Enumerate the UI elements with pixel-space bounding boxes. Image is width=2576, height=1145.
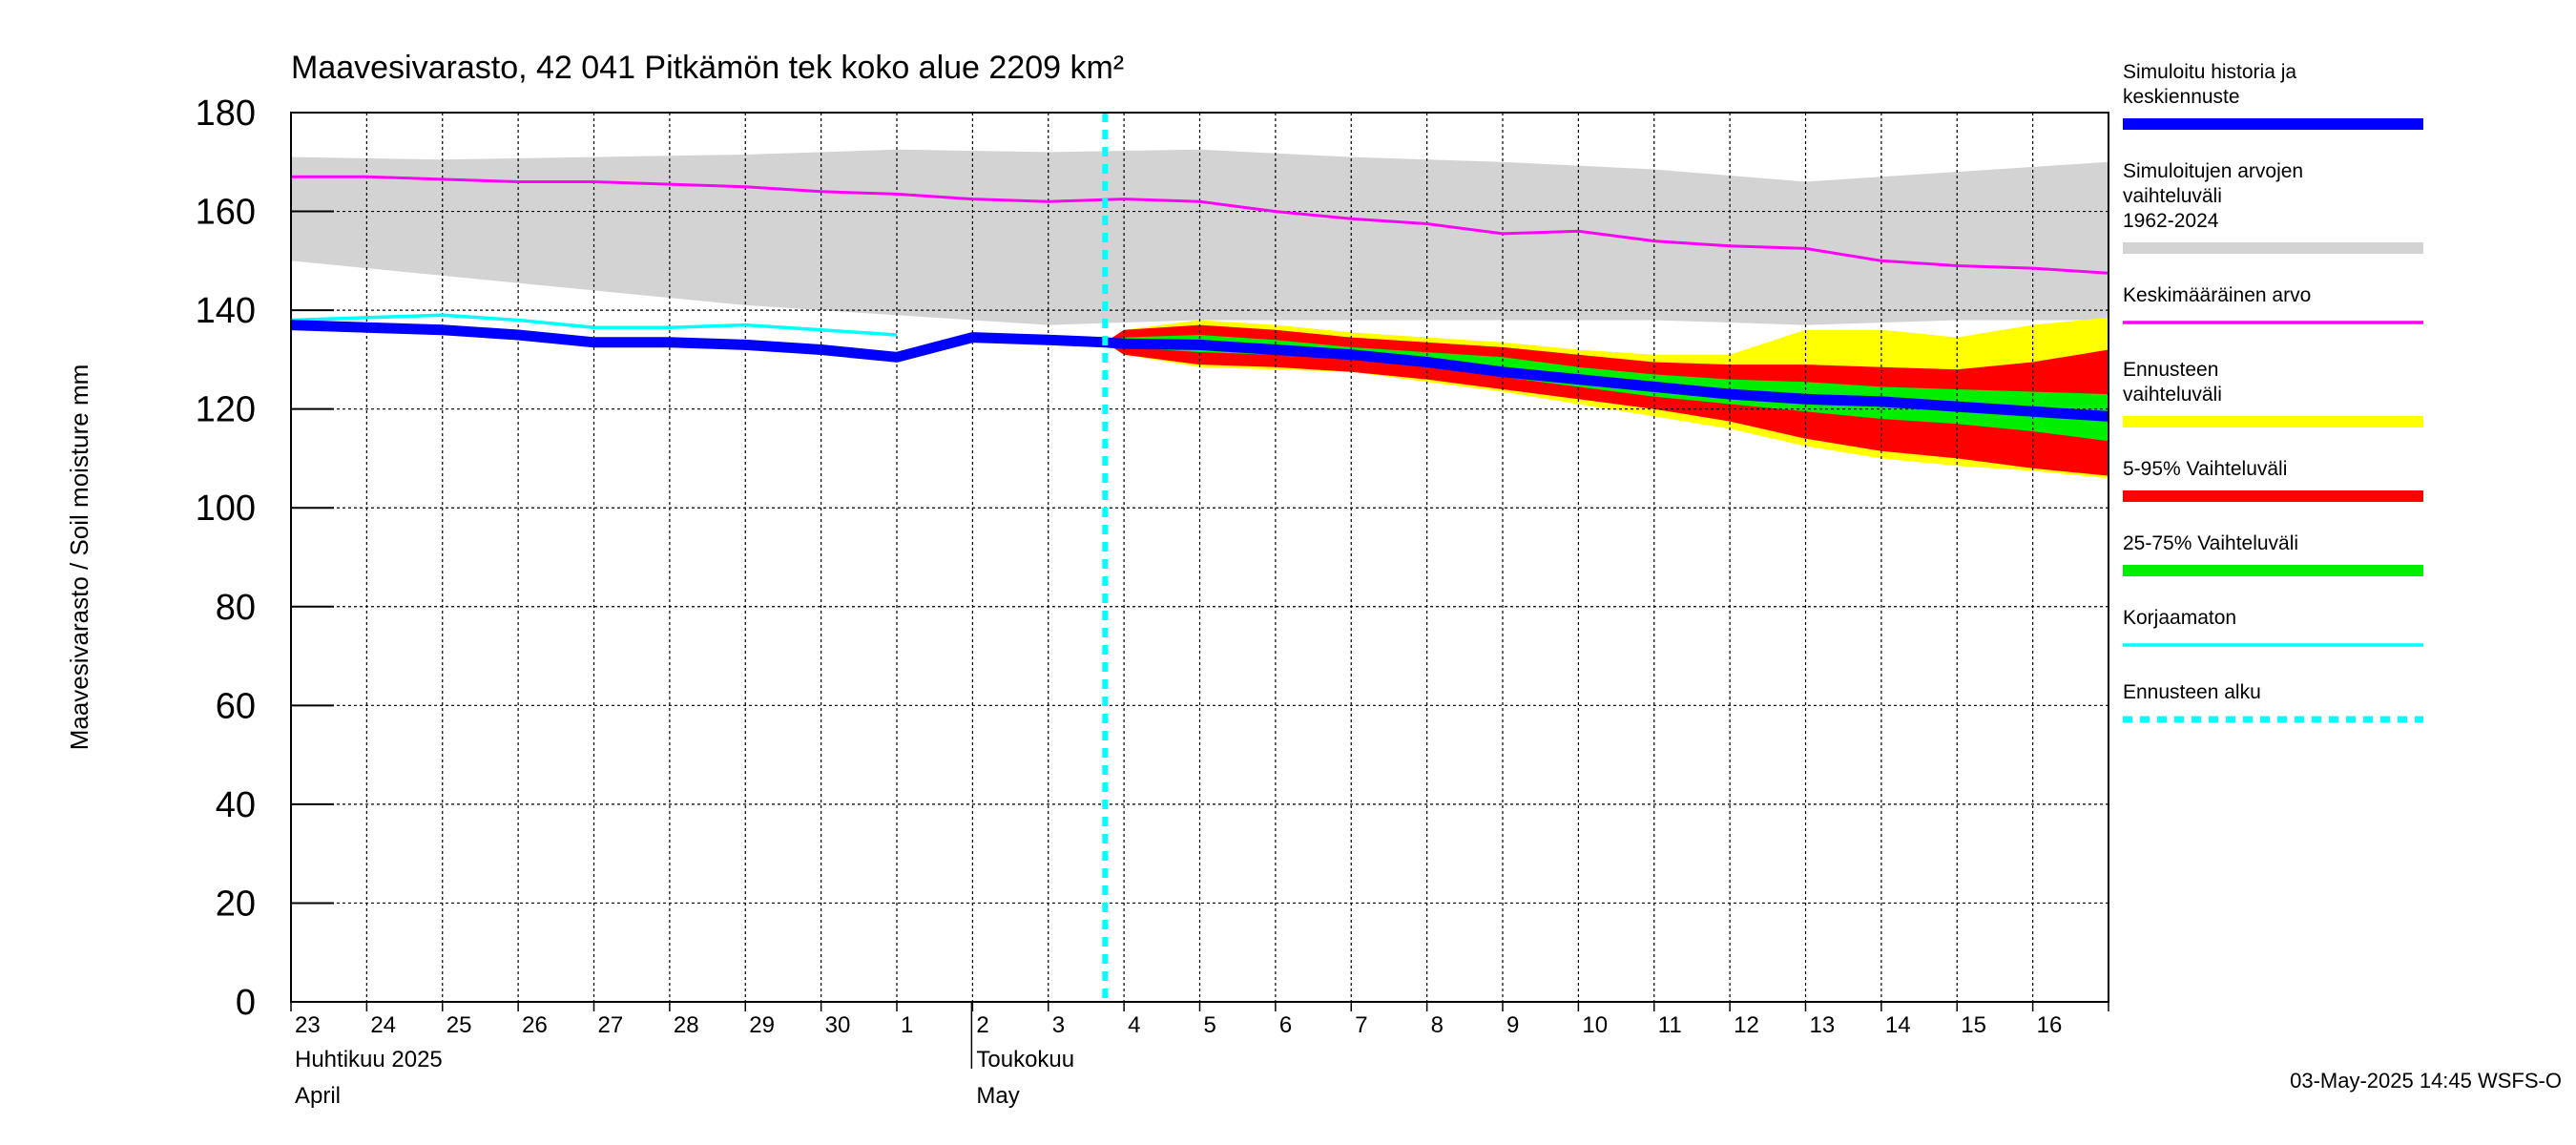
legend-label: Korjaamaton bbox=[2123, 607, 2236, 629]
x-day-label: 4 bbox=[1128, 1012, 1140, 1038]
y-tick-label: 0 bbox=[236, 983, 256, 1023]
x-day-label: 14 bbox=[1885, 1012, 1911, 1038]
legend-label: vaihteluväli bbox=[2123, 384, 2222, 406]
grid-layer bbox=[291, 113, 2109, 1002]
legend-label: 25-75% Vaihteluväli bbox=[2123, 532, 2298, 554]
lines-layer bbox=[290, 113, 2109, 1002]
y-tick-label: 140 bbox=[196, 291, 256, 331]
legend-label: Keskimääräinen arvo bbox=[2123, 284, 2311, 306]
legend-label: 5-95% Vaihteluväli bbox=[2123, 458, 2287, 480]
legend-label: Ennusteen alku bbox=[2123, 681, 2261, 703]
x-day-label: 25 bbox=[447, 1012, 472, 1038]
mean-line bbox=[291, 175, 2109, 275]
x-day-label: 10 bbox=[1582, 1012, 1608, 1038]
legend-label: Simuloitu historia ja bbox=[2123, 61, 2296, 83]
x-day-label: 23 bbox=[295, 1012, 321, 1038]
month-label-fi: Toukokuu bbox=[976, 1047, 1074, 1072]
y-tick-label: 120 bbox=[196, 390, 256, 430]
x-day-label: 11 bbox=[1658, 1012, 1682, 1038]
x-day-label: 15 bbox=[1961, 1012, 1986, 1038]
y-tick-label: 80 bbox=[216, 588, 256, 628]
x-day-label: 7 bbox=[1355, 1012, 1367, 1038]
x-day-label: 27 bbox=[598, 1012, 624, 1038]
month-label-fi: Huhtikuu 2025 bbox=[295, 1047, 443, 1072]
legend-label: Simuloitujen arvojen bbox=[2123, 160, 2303, 182]
legend-label: keskiennuste bbox=[2123, 86, 2240, 108]
x-day-label: 3 bbox=[1052, 1012, 1065, 1038]
month-label-en: April bbox=[295, 1083, 341, 1109]
uncorrected-line bbox=[290, 313, 898, 337]
x-day-label: 2 bbox=[976, 1012, 988, 1038]
x-day-label: 13 bbox=[1810, 1012, 1836, 1038]
x-day-label: 6 bbox=[1279, 1012, 1292, 1038]
x-day-label: 12 bbox=[1734, 1012, 1759, 1038]
y-tick-label: 180 bbox=[196, 94, 256, 134]
chart-title: Maavesivarasto, 42 041 Pitkämön tek koko… bbox=[291, 50, 1124, 86]
y-tick-label: 60 bbox=[216, 686, 256, 726]
y-tick-label: 40 bbox=[216, 785, 256, 825]
legend: Simuloitu historia ja keskiennuste Simuloi… bbox=[2123, 61, 2423, 723]
y-axis-label: Maavesivarasto / Soil moisture mm bbox=[65, 364, 93, 751]
y-tick-label: 160 bbox=[196, 193, 256, 233]
x-day-label: 8 bbox=[1431, 1012, 1444, 1038]
x-day-label: 16 bbox=[2037, 1012, 2063, 1038]
month-label-en: May bbox=[976, 1083, 1019, 1109]
x-day-label: 1 bbox=[901, 1012, 913, 1038]
y-tick-label: 100 bbox=[196, 489, 256, 529]
x-day-label: 30 bbox=[825, 1012, 851, 1038]
x-day-label: 5 bbox=[1204, 1012, 1216, 1038]
x-day-label: 28 bbox=[674, 1012, 699, 1038]
p5-95-band bbox=[1105, 324, 2109, 476]
x-day-label: 24 bbox=[370, 1012, 396, 1038]
x-day-label: 9 bbox=[1506, 1012, 1519, 1038]
x-day-label: 29 bbox=[749, 1012, 775, 1038]
y-tick-label: 20 bbox=[216, 884, 256, 924]
simulated-line bbox=[290, 320, 2109, 422]
legend-label: Ennusteen bbox=[2123, 359, 2218, 381]
legend-label: vaihteluväli bbox=[2123, 185, 2222, 207]
x-day-label: 26 bbox=[522, 1012, 548, 1038]
legend-label: 1962-2024 bbox=[2123, 210, 2219, 232]
footer-timestamp: 03-May-2025 14:45 WSFS-O bbox=[2290, 1069, 2562, 1093]
p25-75-band bbox=[1105, 335, 2109, 442]
